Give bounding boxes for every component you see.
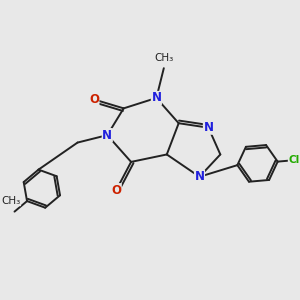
Text: O: O (89, 93, 99, 106)
Text: N: N (102, 129, 112, 142)
Text: O: O (111, 184, 121, 197)
Text: Cl: Cl (288, 155, 300, 165)
Text: CH₃: CH₃ (1, 196, 21, 206)
Text: N: N (152, 92, 161, 104)
Text: N: N (203, 121, 213, 134)
Text: CH₃: CH₃ (154, 53, 173, 63)
Text: N: N (194, 170, 205, 183)
